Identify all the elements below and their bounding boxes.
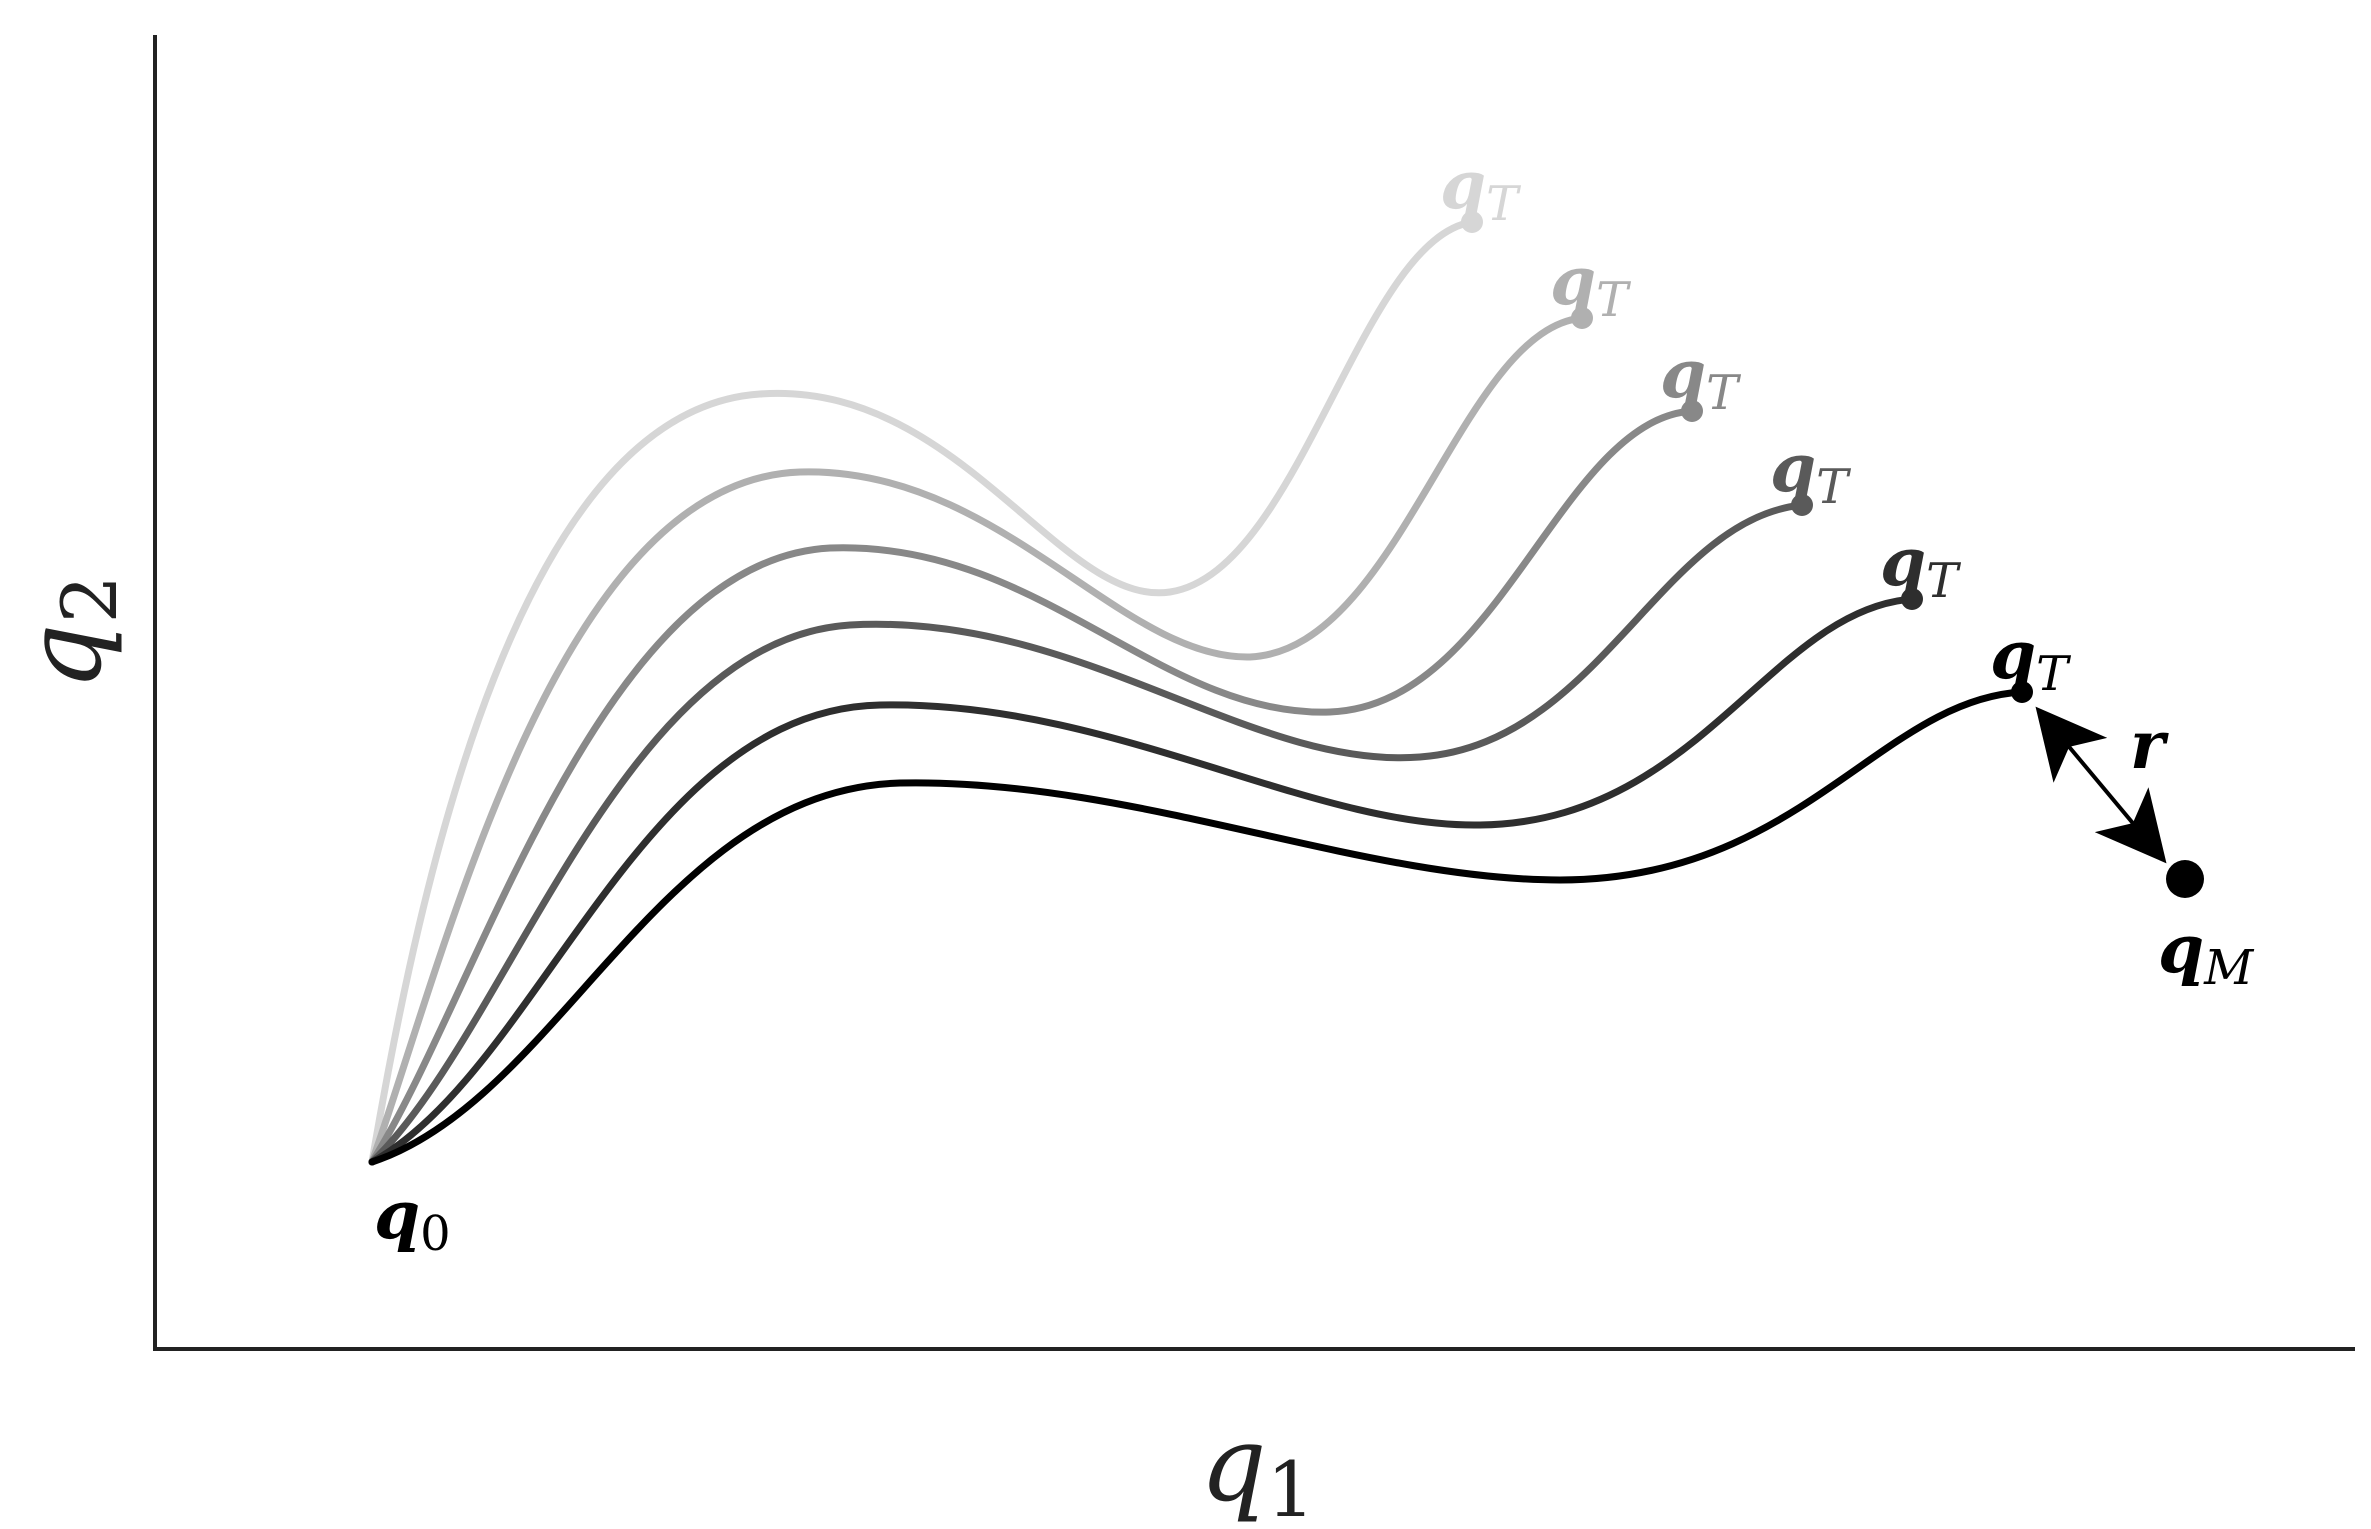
- y-axis-label: q2: [3, 575, 134, 690]
- endpoint-dot-1: [1461, 211, 1483, 233]
- trajectory-4: [368, 501, 1806, 1166]
- endpoint-label-5: qT: [1880, 523, 1961, 609]
- measurement-label: qM: [2158, 910, 2255, 996]
- endpoint-dot-6: [2011, 681, 2033, 703]
- endpoint-label-1: qT: [1440, 146, 1521, 232]
- residual-label: r: [2130, 706, 2169, 784]
- endpoint-dot-3: [1681, 400, 1703, 422]
- x-axis-label: q1: [1200, 1403, 1315, 1524]
- trajectory-5: [368, 595, 1916, 1166]
- endpoint-dot-4: [1791, 494, 1813, 516]
- endpoint-dot-2: [1571, 307, 1593, 329]
- measurement-dot: [2166, 860, 2204, 898]
- residual-arrow: [2035, 706, 2167, 864]
- endpoint-label-6: qT: [1990, 616, 2071, 702]
- endpoint-dot-5: [1901, 588, 1923, 610]
- trajectory-group: [368, 218, 2026, 1166]
- endpoint-label-4: qT: [1770, 429, 1851, 515]
- endpoint-labels: qT qT qT qT qT qT: [1440, 146, 2071, 702]
- endpoint-label-3: qT: [1660, 335, 1741, 421]
- endpoint-dots: [1461, 211, 2033, 703]
- endpoint-label-2: qT: [1550, 242, 1631, 328]
- trajectory-3: [368, 407, 1696, 1166]
- trajectory-6: [368, 688, 2026, 1166]
- trajectory-2: [368, 314, 1586, 1166]
- trajectory-1: [368, 218, 1476, 1166]
- start-label: q0: [374, 1176, 451, 1262]
